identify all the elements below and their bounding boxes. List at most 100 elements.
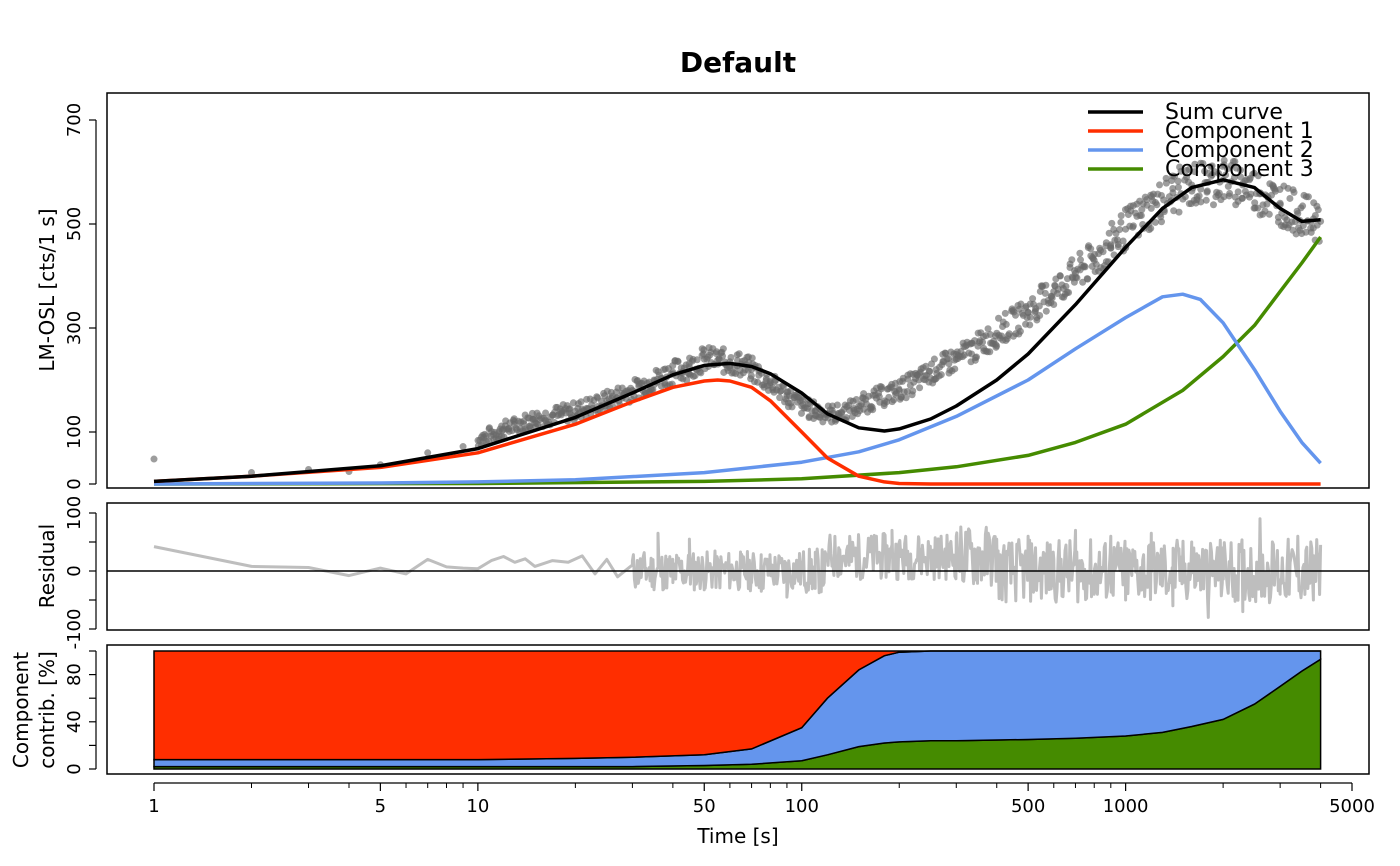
- x-axis: 1 5 10 50 100 500 1000 5000: [148, 782, 1375, 817]
- main-y-tick-label: 0: [64, 478, 85, 489]
- observed-point: [1222, 171, 1230, 179]
- observed-point: [1114, 243, 1122, 251]
- observed-point: [979, 338, 987, 346]
- observed-point: [1195, 192, 1203, 200]
- observed-point: [1156, 181, 1164, 189]
- x-axis-label: Time [s]: [696, 824, 778, 848]
- observed-point: [424, 449, 432, 457]
- observed-point: [577, 398, 585, 406]
- observed-point: [1185, 165, 1193, 173]
- observed-point: [1251, 199, 1259, 207]
- observed-point: [852, 396, 860, 404]
- observed-point: [1299, 222, 1307, 230]
- series-line-component-3: [153, 235, 1323, 486]
- observed-point: [1065, 288, 1073, 296]
- contribution-areas: [153, 650, 1322, 770]
- observed-point: [1265, 210, 1273, 218]
- observed-point: [719, 345, 727, 353]
- observed-point: [1215, 169, 1223, 177]
- observed-point: [1302, 228, 1310, 236]
- observed-point: [1271, 185, 1279, 193]
- x-tick-label: 500: [1011, 796, 1045, 817]
- observed-point: [542, 409, 550, 417]
- observed-point: [1002, 320, 1010, 328]
- residual-panel: -100 0 100 Residual: [35, 496, 1370, 649]
- observed-point: [1048, 294, 1056, 302]
- observed-point: [1177, 167, 1185, 175]
- observed-point: [1237, 166, 1245, 174]
- observed-point: [150, 455, 158, 463]
- observed-point: [1231, 157, 1239, 165]
- contribution-plot-frame: [106, 644, 1370, 775]
- observed-point: [909, 387, 917, 395]
- legend-label: Component 3: [1165, 157, 1314, 182]
- observed-point: [1116, 226, 1124, 234]
- observed-point: [922, 362, 930, 370]
- observed-point: [683, 376, 691, 384]
- observed-point: [1175, 208, 1183, 216]
- observed-point: [1313, 221, 1321, 229]
- observed-point: [776, 394, 784, 402]
- observed-point: [1151, 218, 1159, 226]
- observed-point: [1299, 202, 1307, 210]
- observed-point: [1084, 275, 1092, 283]
- observed-point: [1290, 188, 1298, 196]
- main-y-axis: 0 100 300 500 700: [64, 103, 97, 490]
- residual-y-label: Residual: [35, 524, 59, 608]
- observed-point: [1016, 327, 1024, 335]
- observed-points: [150, 156, 1325, 477]
- contribution-y-tick-label: 40: [64, 710, 85, 733]
- x-tick-label: 10: [466, 796, 489, 817]
- observed-point: [925, 367, 933, 375]
- series-line-component-2: [153, 292, 1322, 486]
- legend-label: Sum curve: [1165, 100, 1283, 125]
- observed-point: [1001, 309, 1009, 317]
- main-y-tick-label: 700: [64, 103, 85, 137]
- observed-point: [744, 366, 752, 374]
- observed-point: [1035, 302, 1043, 310]
- observed-point: [1220, 156, 1228, 164]
- observed-point: [1311, 211, 1319, 219]
- observed-point: [1077, 256, 1085, 264]
- contribution-panel: 0 40 80 Component contrib. [%] 1 5 10 50 100 50…: [9, 644, 1375, 848]
- observed-point: [986, 348, 994, 356]
- observed-point: [1026, 313, 1034, 321]
- residual-trace: [153, 517, 1323, 619]
- residual-line: [153, 517, 1323, 619]
- contribution-y-label: Component contrib. [%]: [9, 651, 59, 769]
- observed-point: [1076, 249, 1084, 257]
- observed-point: [459, 443, 467, 451]
- series-line-sum-curve: [153, 178, 1321, 484]
- observed-point: [1117, 212, 1125, 220]
- contribution-area-component-1: [153, 650, 1321, 761]
- residual-y-tick-label: 0: [64, 565, 85, 576]
- observed-point: [1050, 301, 1058, 309]
- observed-point: [1174, 177, 1182, 185]
- observed-point: [674, 358, 682, 366]
- observed-point: [1162, 174, 1170, 182]
- observed-point: [691, 372, 699, 380]
- fitted-curves: [153, 178, 1323, 486]
- x-tick-label: 50: [693, 796, 716, 817]
- observed-point: [1230, 174, 1238, 182]
- observed-point: [1314, 206, 1322, 214]
- residual-y-axis: -100 0 100: [64, 496, 97, 649]
- residual-y-tick-label: 100: [64, 496, 85, 530]
- observed-point: [1237, 173, 1245, 181]
- observed-point: [1174, 183, 1182, 191]
- observed-point: [1042, 307, 1050, 315]
- observed-point: [945, 360, 953, 368]
- contribution-y-label-line-2: contrib. [%]: [35, 651, 59, 769]
- observed-point: [1062, 282, 1070, 290]
- observed-point: [1170, 207, 1178, 215]
- observed-point: [1304, 193, 1312, 201]
- contribution-y-axis: 0 40 80: [64, 650, 97, 775]
- observed-point: [1073, 274, 1081, 282]
- observed-point: [1087, 245, 1095, 253]
- observed-point: [1026, 321, 1034, 329]
- observed-point: [993, 342, 1001, 350]
- observed-point: [1247, 190, 1255, 198]
- x-tick-label: 1: [148, 796, 159, 817]
- observed-point: [566, 405, 574, 413]
